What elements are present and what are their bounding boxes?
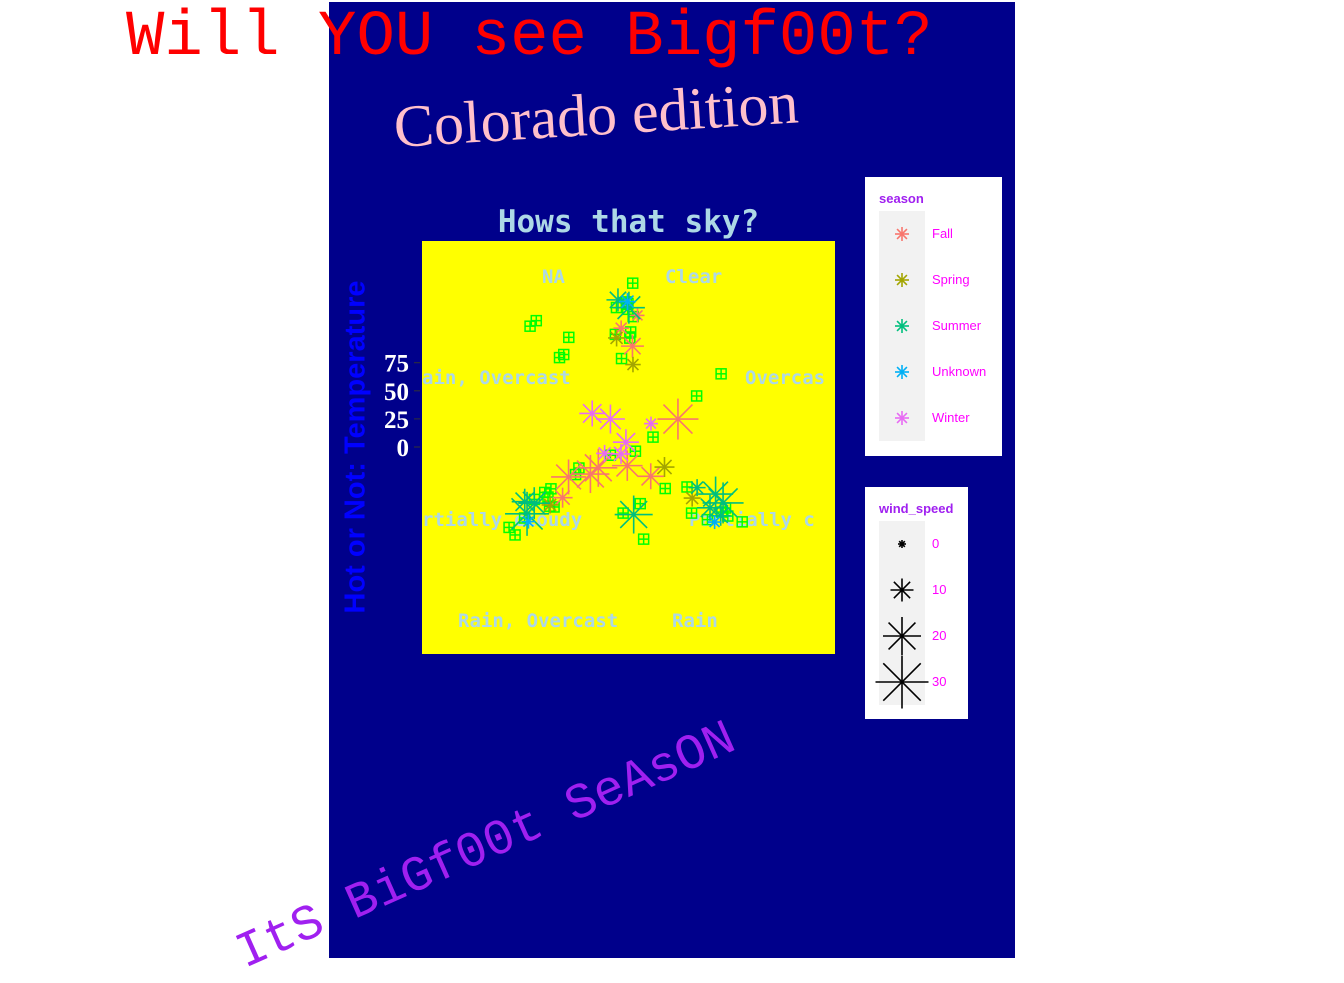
y-tick-label: 75 — [384, 351, 409, 378]
y-tick-label: 50 — [384, 379, 409, 406]
season-point-unknown — [521, 514, 536, 529]
season-point-summer — [688, 479, 706, 497]
season-legend-item: Summer — [865, 303, 1002, 349]
fill-marker — [563, 331, 575, 344]
fill-marker — [685, 507, 698, 519]
y-tick-label: 25 — [384, 407, 409, 434]
season-point-winter — [612, 429, 639, 456]
season-legend-key — [895, 365, 909, 379]
asterisk-icon — [890, 578, 914, 602]
season-point-spring — [625, 356, 641, 373]
wind-speed-legend-item: 10 — [865, 567, 968, 613]
wind-speed-legend-label: 0 — [932, 536, 940, 551]
theta-label: ain, Overcast — [422, 367, 571, 389]
fill-marker — [617, 507, 629, 519]
season-legend-label: Winter — [932, 410, 970, 425]
season-point-summer — [511, 488, 538, 515]
season-legend-item: Unknown — [865, 349, 1002, 395]
wind-speed-legend-key — [890, 578, 914, 602]
season-point-fall — [551, 459, 587, 495]
fill-marker — [553, 351, 566, 364]
wind-speed-legend-key — [898, 540, 906, 548]
season-point-unknown — [618, 293, 636, 311]
season-markers — [505, 288, 744, 536]
fill-marker — [626, 277, 639, 289]
fill-marker — [715, 368, 727, 380]
season-point-winter — [595, 404, 625, 434]
season-point-winter — [643, 416, 658, 431]
fill-marker — [524, 320, 536, 332]
main-title: Will YOU see Bigf00t? — [126, 2, 933, 74]
season-point-fall — [612, 450, 643, 481]
theta-label: Overcas — [745, 367, 825, 389]
season-legend: season Fall Spring Summer Unknown Winter — [865, 177, 1002, 456]
season-point-spring — [608, 329, 626, 347]
asterisk-icon — [898, 540, 906, 548]
asterisk-icon — [895, 411, 909, 425]
season-legend-item: Winter — [865, 395, 1002, 441]
season-legend-key — [895, 227, 909, 241]
season-point-summer — [697, 494, 724, 521]
season-point-summer — [505, 491, 550, 536]
theta-label: NA — [542, 266, 565, 288]
wind-speed-legend-label: 30 — [932, 674, 947, 689]
asterisk-icon — [895, 273, 909, 287]
season-legend-title: season — [879, 191, 924, 206]
wind-speed-legend-title: wind_speed — [879, 501, 954, 516]
season-point-spring — [654, 457, 675, 478]
season-point-winter — [596, 444, 614, 462]
season-point-fall — [552, 487, 573, 508]
season-legend-key — [895, 273, 909, 287]
theta-label: Rain, Overcast — [458, 610, 618, 632]
fill-marker — [736, 516, 748, 528]
season-legend-item: Spring — [865, 257, 1002, 303]
wind-speed-legend: wind_speed 0 10 20 30 — [865, 487, 968, 719]
season-point-fall — [620, 334, 644, 358]
wind-speed-legend-item: 30 — [865, 655, 968, 709]
asterisk-icon — [883, 617, 921, 655]
theta-label: Rain — [672, 610, 718, 632]
season-point-winter — [579, 400, 606, 427]
plot-title: Hows that sky? — [497, 204, 760, 240]
fill-marker — [509, 529, 521, 541]
season-point-spring — [541, 496, 559, 514]
wind-speed-legend-key — [883, 617, 921, 655]
wind-speed-legend-label: 20 — [932, 628, 947, 643]
season-legend-item: Fall — [865, 211, 1002, 257]
season-point-unknown — [707, 515, 722, 530]
season-point-fall — [571, 455, 610, 494]
season-point-fall — [579, 448, 618, 487]
season-point-fall — [657, 398, 699, 440]
season-point-summer — [698, 476, 734, 512]
wind-speed-legend-item: 0 — [865, 521, 968, 567]
season-legend-label: Spring — [932, 272, 970, 287]
fill-marker — [690, 390, 703, 402]
wind-speed-legend-item: 20 — [865, 613, 968, 659]
season-legend-key — [895, 319, 909, 333]
season-point-summer — [612, 291, 645, 324]
y-tick-label: 0 — [397, 435, 410, 462]
season-legend-label: Unknown — [932, 364, 987, 379]
theta-label: Clear — [665, 266, 722, 288]
fill-marker — [637, 533, 650, 545]
fill-marker — [615, 352, 628, 365]
fill-marker — [659, 482, 671, 495]
fill-marker — [629, 445, 642, 457]
season-point-summer — [614, 495, 653, 534]
asterisk-icon — [895, 319, 909, 333]
asterisk-icon — [895, 365, 909, 379]
asterisk-icon — [875, 655, 929, 709]
asterisk-icon — [895, 227, 909, 241]
season-legend-label: Summer — [932, 318, 982, 333]
wind-speed-legend-label: 10 — [932, 582, 947, 597]
wind-speed-legend-key — [875, 655, 929, 709]
season-legend-key — [895, 411, 909, 425]
season-legend-label: Fall — [932, 226, 953, 241]
season-point-fall — [637, 463, 664, 490]
fill-marker — [647, 431, 659, 443]
